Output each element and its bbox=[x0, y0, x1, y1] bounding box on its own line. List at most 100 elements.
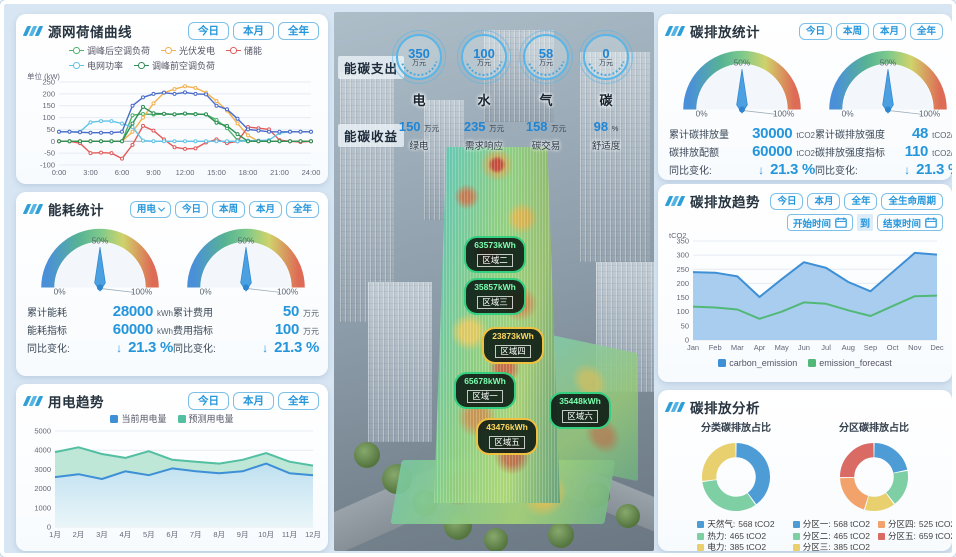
carbon-stats-range-button-1[interactable]: 今日 bbox=[798, 22, 832, 40]
carbon-trend-range-button-3[interactable]: 全年 bbox=[844, 192, 878, 210]
panel-slashes-icon bbox=[664, 402, 686, 412]
energy-type-dropdown[interactable]: 用电 bbox=[129, 200, 171, 218]
carbon-trend-range-button-2[interactable]: 本月 bbox=[807, 192, 841, 210]
svg-text:100%: 100% bbox=[277, 287, 299, 297]
income-unit: % bbox=[611, 124, 619, 133]
donut-legend-row: 分区三: 385 tCO2 bbox=[792, 542, 870, 553]
panel-carbon-stats: 碳排放统计 今日 本周 本月 全年 0% 50% 100% 累计碳排放量 30000 tCO2 碳… bbox=[658, 14, 952, 180]
svg-text:Jul: Jul bbox=[821, 343, 831, 352]
usage-range-button-1[interactable]: 今日 bbox=[188, 392, 229, 410]
zone-name: 区域四 bbox=[495, 345, 531, 358]
svg-text:50%: 50% bbox=[92, 236, 109, 246]
donut-legend-row: 分区一: 568 tCO2 bbox=[792, 519, 870, 531]
donut-legend-label: 分区五: bbox=[888, 530, 916, 541]
income-item: 158 万元 碳交易 bbox=[512, 118, 580, 152]
legend-item[interactable]: 当前用电量 bbox=[110, 412, 167, 425]
legend-item[interactable]: 电网功率 bbox=[69, 59, 123, 72]
legend-square-icon bbox=[792, 532, 800, 540]
end-date-picker[interactable]: 结束时间 bbox=[876, 214, 943, 231]
legend-item[interactable]: 调峰后空调负荷 bbox=[69, 44, 150, 57]
legend-item[interactable]: 光伏发电 bbox=[161, 44, 215, 57]
legend-item[interactable]: 预测用电量 bbox=[177, 412, 234, 425]
svg-text:-100: -100 bbox=[40, 161, 55, 170]
energy-change-row: 同比变化: ↓ 21.3 % bbox=[173, 339, 319, 356]
carbon-trend-range-button-4[interactable]: 全生命周期 bbox=[881, 192, 943, 210]
curve-range-button-3[interactable]: 全年 bbox=[278, 22, 319, 40]
zone-badge-2[interactable]: 35857kWh 区域三 bbox=[464, 278, 526, 315]
donut-title-category: 分类碳排放占比 bbox=[701, 423, 771, 434]
carbon-stats-range-button-4[interactable]: 全年 bbox=[909, 22, 943, 40]
zone-donut-legend: 分区一: 568 tCO2 分区二: 465 tCO2 分区三: 385 tCO2 分区四:… bbox=[792, 519, 952, 553]
curve-range-button-2[interactable]: 本月 bbox=[233, 22, 274, 40]
svg-text:9:00: 9:00 bbox=[146, 168, 161, 177]
stat-label: 累计碳排放强度 bbox=[815, 130, 885, 141]
svg-text:Apr: Apr bbox=[754, 343, 766, 352]
svg-text:0: 0 bbox=[685, 336, 689, 345]
category-donut-chart bbox=[701, 442, 771, 512]
donut-legend-value: 465 tCO2 bbox=[729, 530, 767, 541]
arrow-down-icon: ↓ bbox=[758, 163, 765, 177]
carbon-gauge-1: 0% 50% 100% 累计碳排放量 30000 tCO2 碳排放配额 60000 tCO2 同比… bbox=[669, 43, 815, 178]
panel-title: 碳排放分析 bbox=[690, 401, 760, 416]
stat-unit: kWh bbox=[157, 327, 173, 336]
panel-slashes-icon bbox=[664, 26, 686, 36]
legend-label: 储能 bbox=[244, 46, 263, 56]
income-item: 98 % 舒适度 bbox=[572, 118, 640, 152]
legend-label: 调峰前空调负荷 bbox=[152, 61, 216, 71]
carbon-trend-range-button-1[interactable]: 今日 bbox=[770, 192, 804, 210]
zone-badge-4[interactable]: 65678kWh 区域一 bbox=[454, 372, 516, 409]
change-value: 21.3 % bbox=[128, 339, 173, 356]
usage-range-button-2[interactable]: 本月 bbox=[233, 392, 274, 410]
stat-unit: kWh bbox=[157, 309, 173, 318]
zone-badge-6[interactable]: 43476kWh 区域五 bbox=[476, 418, 538, 455]
panel-slashes-icon bbox=[22, 396, 44, 406]
income-unit: 万元 bbox=[489, 124, 505, 133]
income-item: 150 万元 绿电 bbox=[385, 118, 453, 152]
expense-circle-碳: 0 万元 bbox=[579, 30, 633, 84]
svg-text:tCO2: tCO2 bbox=[669, 231, 687, 240]
start-date-picker[interactable]: 开始时间 bbox=[786, 214, 853, 231]
carbon-stats-range-button-3[interactable]: 本月 bbox=[872, 22, 906, 40]
zone-badge-5[interactable]: 35448kWh 区域六 bbox=[549, 392, 611, 429]
income-unit: 万元 bbox=[551, 124, 567, 133]
svg-text:150: 150 bbox=[676, 293, 689, 302]
svg-text:150: 150 bbox=[42, 101, 55, 110]
svg-text:Dec: Dec bbox=[930, 343, 944, 352]
legend-item[interactable]: 储能 bbox=[226, 44, 262, 57]
zone-badge-3[interactable]: 23873kWh 区域四 bbox=[482, 327, 544, 364]
legend-square-icon bbox=[878, 532, 885, 540]
svg-text:1月: 1月 bbox=[49, 530, 61, 539]
legend-item[interactable]: emission_forecast bbox=[808, 358, 892, 368]
zone-name: 区域一 bbox=[467, 390, 503, 403]
energy-range-button-2[interactable]: 本周 bbox=[211, 200, 245, 218]
arrow-down-icon: ↓ bbox=[904, 163, 911, 177]
expense-name: 电 bbox=[412, 93, 426, 108]
svg-text:Oct: Oct bbox=[887, 343, 900, 352]
energy-range-button-4[interactable]: 全年 bbox=[285, 200, 319, 218]
change-label: 同比变化: bbox=[669, 166, 712, 177]
zone-badge-1[interactable]: 63573kWh 区域二 bbox=[464, 236, 526, 273]
legend-item[interactable]: 调峰前空调负荷 bbox=[134, 59, 215, 72]
svg-text:50%: 50% bbox=[880, 58, 897, 68]
carbon-change-row: 同比变化: ↓ 21.3 % bbox=[669, 161, 815, 178]
city-building bbox=[580, 52, 650, 262]
panel-title: 碳排放趋势 bbox=[690, 195, 760, 210]
stat-label: 碳排放配额 bbox=[669, 148, 719, 159]
expense-unit: 万元 bbox=[412, 59, 426, 67]
carbon-stats-range-button-2[interactable]: 本周 bbox=[835, 22, 869, 40]
stat-unit: tCO2/㎡ bbox=[932, 149, 953, 158]
curve-range-button-1[interactable]: 今日 bbox=[188, 22, 229, 40]
svg-text:0:00: 0:00 bbox=[52, 168, 67, 177]
usage-range-button-3[interactable]: 全年 bbox=[278, 392, 319, 410]
energy-range-button-1[interactable]: 今日 bbox=[174, 200, 208, 218]
svg-text:-50: -50 bbox=[44, 149, 55, 158]
stat-value: 100 bbox=[274, 321, 299, 338]
svg-text:Jan: Jan bbox=[687, 343, 699, 352]
energy-range-button-3[interactable]: 本月 bbox=[248, 200, 282, 218]
svg-text:0: 0 bbox=[51, 137, 55, 146]
svg-text:50: 50 bbox=[681, 321, 689, 330]
legend-item[interactable]: carbon_emission bbox=[718, 358, 797, 368]
energy-gauge-1: 0% 50% 100% 累计能耗 28000 kWh 能耗指标 60000 kWh 同比变化: ↓ 2… bbox=[27, 221, 173, 356]
income-item: 235 万元 需求响应 bbox=[450, 118, 518, 152]
